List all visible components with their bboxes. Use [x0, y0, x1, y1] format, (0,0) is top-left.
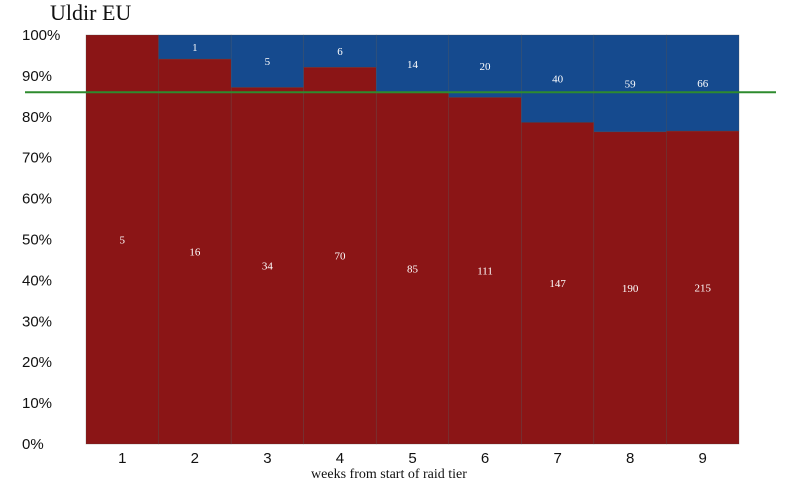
bar-upper-week-8 — [593, 34, 667, 133]
data-label-upper-week-1: 0 — [120, 23, 126, 35]
y-tick-label: 70% — [22, 150, 52, 167]
bar-upper-week-6 — [448, 34, 522, 98]
x-tick-label: 5 — [408, 450, 416, 467]
data-label-lower-week-1: 5 — [120, 235, 126, 247]
bar-lower-week-7 — [521, 122, 595, 445]
bar-lower-week-5 — [375, 92, 450, 445]
bar-upper-week-2 — [158, 34, 232, 60]
y-tick-label: 20% — [22, 354, 52, 371]
bar-lower-week-9 — [666, 130, 740, 445]
data-label-upper-week-8: 59 — [625, 78, 637, 90]
y-tick-label: 0% — [22, 436, 44, 453]
data-label-upper-week-4: 6 — [337, 46, 343, 58]
y-tick-label: 100% — [22, 27, 60, 44]
bar-upper-week-4 — [303, 34, 377, 68]
y-tick-label: 40% — [22, 272, 52, 289]
x-tick-label: 1 — [118, 450, 126, 467]
data-label-lower-week-2: 16 — [189, 247, 201, 259]
x-tick-label: 2 — [191, 450, 199, 467]
y-tick-label: 80% — [22, 109, 52, 126]
data-label-lower-week-4: 70 — [334, 251, 346, 263]
bar-labels-group: 0 5 1 16 5 34 6 70 14 85 20 111 40 147 59 190 66 215 — [120, 23, 712, 295]
x-tick-label: 9 — [699, 450, 707, 467]
y-tick-label: 30% — [22, 313, 52, 330]
bar-lower-week-1 — [85, 34, 159, 445]
y-tick-label: 50% — [22, 232, 52, 249]
x-axis-ticks: 1 2 3 4 5 6 7 8 9 — [118, 450, 707, 467]
bar-upper-week-9 — [666, 34, 740, 132]
bars-group — [85, 34, 740, 445]
data-label-upper-week-3: 5 — [265, 56, 271, 68]
data-label-upper-week-2: 1 — [192, 42, 198, 54]
chart-title: Uldir EU — [50, 0, 131, 25]
bar-lower-week-4 — [303, 66, 377, 445]
y-tick-label: 60% — [22, 191, 52, 208]
bar-upper-week-5 — [375, 34, 450, 94]
data-label-lower-week-7: 147 — [549, 278, 566, 290]
y-axis-ticks: 0% 10% 20% 30% 40% 50% 60% 70% 80% 90% 100% — [22, 27, 60, 453]
bar-lower-week-8 — [593, 131, 667, 445]
x-tick-label: 7 — [553, 450, 561, 467]
bar-lower-week-3 — [230, 87, 304, 445]
bar-upper-week-7 — [521, 34, 595, 123]
data-label-lower-week-5: 85 — [407, 263, 419, 275]
y-tick-label: 10% — [22, 395, 52, 412]
x-tick-label: 6 — [481, 450, 489, 467]
data-label-lower-week-3: 34 — [262, 261, 274, 273]
y-tick-label: 90% — [22, 68, 52, 85]
data-label-upper-week-9: 66 — [697, 78, 709, 90]
data-label-lower-week-9: 215 — [694, 283, 711, 295]
x-tick-label: 4 — [336, 450, 344, 467]
data-label-lower-week-8: 190 — [622, 283, 639, 295]
bar-lower-week-2 — [158, 58, 232, 445]
x-tick-label: 8 — [626, 450, 634, 467]
data-label-lower-week-6: 111 — [477, 266, 493, 278]
data-label-upper-week-5: 14 — [407, 59, 419, 71]
data-label-upper-week-6: 20 — [480, 61, 492, 73]
x-tick-label: 3 — [263, 450, 271, 467]
x-axis-label: weeks from start of raid tier — [311, 467, 467, 480]
data-label-upper-week-7: 40 — [552, 74, 564, 86]
bar-upper-week-3 — [230, 34, 304, 88]
